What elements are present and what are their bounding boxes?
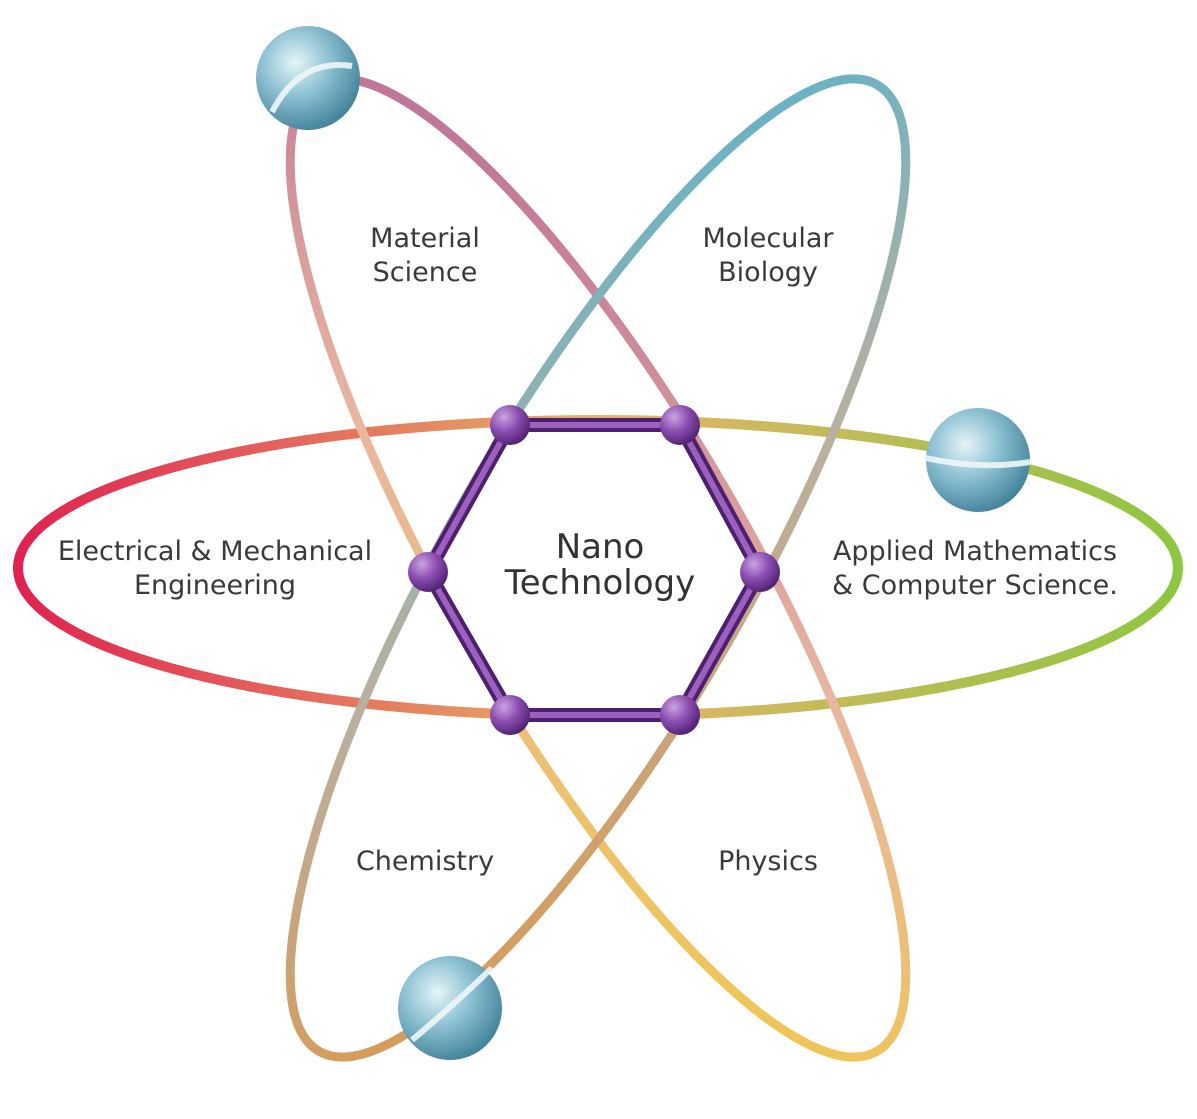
label-line: Material [370,223,480,254]
label-line: Technology [504,562,696,603]
label-nano-technology: Nano Technology [490,527,710,603]
label-line: Applied Mathematics [832,536,1118,567]
label-line: Engineering [134,569,296,601]
label-chemistry: Chemistry [335,845,515,879]
label-material-science: Material Science [345,222,505,290]
label-physics: Physics [688,845,848,879]
label-line: Electrical & Mechanical [57,536,373,567]
hexagon-node [490,695,530,735]
label-line: Chemistry [355,846,495,877]
hexagon-node [740,552,780,592]
hexagon-node [660,695,700,735]
label-line: Physics [718,846,818,877]
electron-sphere [925,408,1031,512]
label-line: Biology [718,256,818,288]
electron-sphere [256,26,360,130]
label-molecular-biology: Molecular Biology [678,222,858,290]
hexagon-node [408,552,448,592]
hexagon-molecule [408,405,780,735]
electron-sphere [398,956,502,1060]
label-electrical-mechanical-engineering: Electrical & Mechanical Engineering [45,535,385,603]
label-line: & Computer Science. [832,569,1118,601]
label-applied-mathematics-computer-science: Applied Mathematics & Computer Science. [810,535,1140,603]
hexagon-node [660,405,700,445]
label-line: Molecular [702,223,834,254]
hexagon-node [490,405,530,445]
label-line: Science [372,256,478,288]
label-line: Nano [555,527,645,567]
